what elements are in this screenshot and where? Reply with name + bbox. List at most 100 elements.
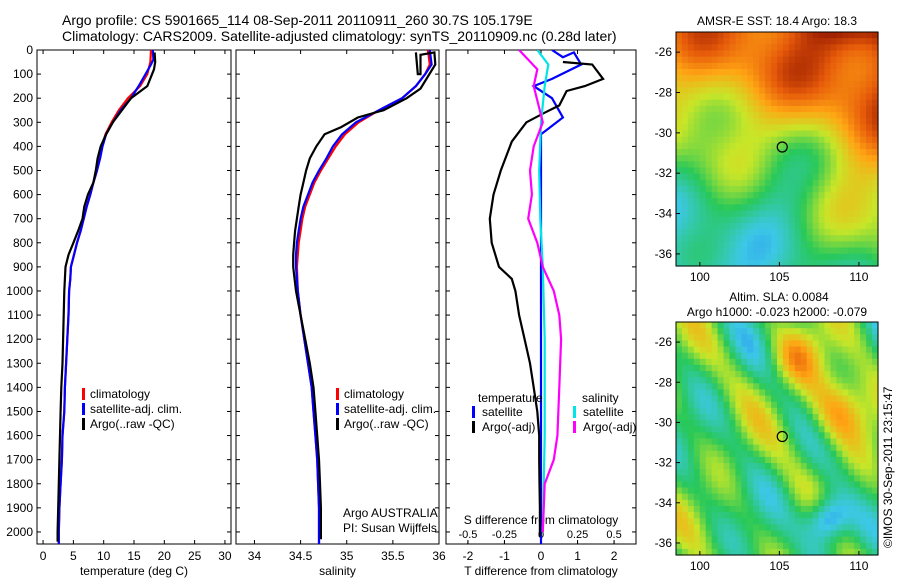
heatmap-cell <box>735 93 742 101</box>
heatmap-cell <box>794 253 802 261</box>
heatmap-cell <box>777 438 784 446</box>
heatmap-cell <box>777 463 784 470</box>
heatmap-cell <box>681 87 689 95</box>
heatmap-cell <box>759 192 766 199</box>
heatmap-cell <box>717 149 725 156</box>
heatmap-cell <box>848 413 855 421</box>
heatmap-cell <box>676 352 683 360</box>
heatmap-cell <box>741 62 748 70</box>
heatmap-cell <box>848 56 855 64</box>
heatmap-cell <box>723 542 731 550</box>
heatmap-cell <box>753 438 760 446</box>
heatmap-cell <box>794 364 802 372</box>
heatmap-cell <box>681 185 689 193</box>
heatmap-cell <box>765 198 772 206</box>
heatmap-cell <box>741 364 748 372</box>
heatmap-cell <box>729 328 737 335</box>
heatmap-cell <box>711 469 719 476</box>
heatmap-cell <box>765 395 772 403</box>
heatmap-cell <box>777 358 784 366</box>
heatmap-cell <box>818 493 826 501</box>
heatmap-cell <box>676 259 683 267</box>
heatmap-cell <box>729 124 737 132</box>
heatmap-cell <box>729 68 737 76</box>
heatmap-cell <box>729 364 737 372</box>
heatmap-cell <box>842 87 849 95</box>
heatmap-cell <box>711 377 719 384</box>
heatmap-cell <box>723 44 731 52</box>
heatmap-cell <box>747 438 754 446</box>
heatmap-cell <box>759 56 766 64</box>
heatmap-cell <box>687 247 695 255</box>
heatmap-cell <box>699 229 707 236</box>
heatmap-cell <box>794 334 802 341</box>
heatmap-cell <box>866 352 873 360</box>
heatmap-cell <box>788 179 796 187</box>
heatmap-cell <box>812 413 820 421</box>
heatmap-cell <box>848 192 855 199</box>
heatmap-cell <box>699 383 707 391</box>
heatmap-cell <box>777 505 784 513</box>
heatmap-cell <box>735 99 742 107</box>
heatmap-cell <box>836 383 843 391</box>
heatmap-cell <box>711 149 719 156</box>
heatmap-cell <box>687 124 695 132</box>
heatmap-cell <box>753 112 760 119</box>
heatmap-cell <box>687 499 695 507</box>
legend-swatch <box>336 418 339 430</box>
heatmap-cell <box>794 493 802 501</box>
heatmap-cell <box>765 149 772 156</box>
heatmap-cell <box>759 512 766 519</box>
heatmap-cell <box>830 155 838 162</box>
heatmap-cell <box>705 247 713 255</box>
heatmap-cell <box>765 456 772 464</box>
heatmap-cell <box>842 44 849 52</box>
heatmap-cell <box>854 328 861 335</box>
heatmap-cell <box>693 32 701 39</box>
heatmap-cell <box>854 161 861 169</box>
heatmap-cell <box>777 56 784 64</box>
heatmap-cell <box>681 426 689 433</box>
heatmap-cell <box>765 216 772 224</box>
heatmap-cell <box>699 340 707 348</box>
heatmap-cell <box>860 328 867 335</box>
heatmap-cell <box>753 512 760 519</box>
heatmap-cell <box>753 229 760 236</box>
heatmap-cell <box>830 530 838 538</box>
heatmap-cell <box>687 444 695 452</box>
heatmap-cell <box>741 432 748 440</box>
heatmap-cell <box>830 179 838 187</box>
heatmap-cell <box>848 247 855 255</box>
heatmap-cell <box>693 432 701 440</box>
heatmap-cell <box>842 198 849 206</box>
heatmap-cell <box>866 105 873 113</box>
heatmap-cell <box>866 44 873 52</box>
heatmap-cell <box>794 81 802 89</box>
heatmap-cell <box>735 50 742 58</box>
heatmap-cell <box>747 44 754 52</box>
heatmap-cell <box>711 235 719 242</box>
heatmap-cell <box>842 524 849 532</box>
heatmap-cell <box>711 198 719 206</box>
heatmap-cell <box>777 395 784 403</box>
heatmap-cell <box>788 438 796 446</box>
heatmap-cell <box>830 536 838 544</box>
heatmap-cell <box>872 192 879 199</box>
heatmap-cell <box>759 322 766 329</box>
heatmap-cell <box>788 198 796 206</box>
heatmap-cell <box>771 450 778 458</box>
heatmap-cell <box>717 75 725 82</box>
heatmap-cell <box>788 87 796 95</box>
heatmap-cell <box>765 334 772 341</box>
heatmap-cell <box>741 124 748 132</box>
heatmap-cell <box>699 38 707 45</box>
heatmap-cell <box>693 505 701 513</box>
heatmap-cell <box>747 185 754 193</box>
heatmap-cell <box>777 334 784 341</box>
heatmap-cell <box>800 328 808 335</box>
heatmap-cell <box>765 364 772 372</box>
heatmap-cell <box>866 518 873 525</box>
heatmap-cell <box>818 395 826 403</box>
heatmap-cell <box>836 259 843 267</box>
